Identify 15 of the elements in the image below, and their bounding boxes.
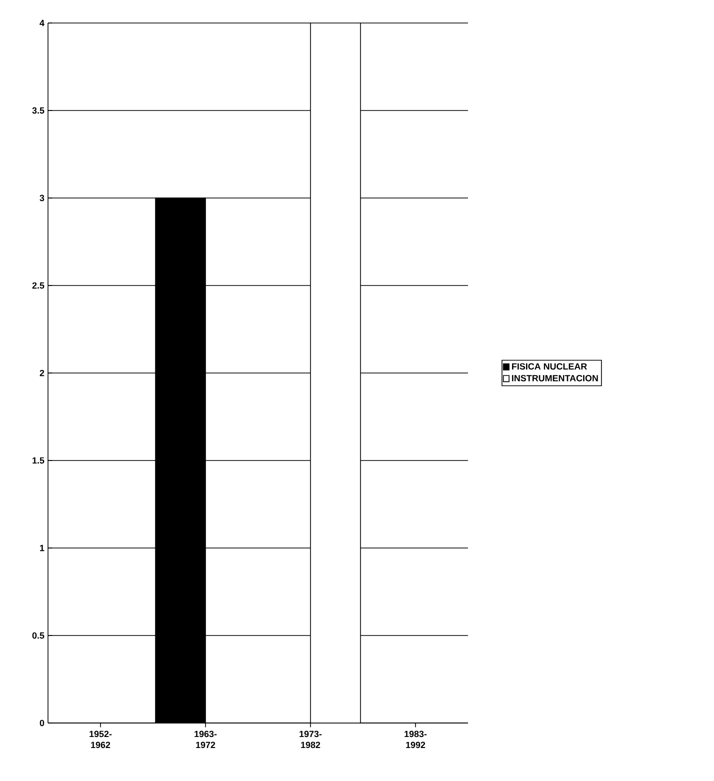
y-tick-label: 0 (40, 720, 44, 726)
y-tick-label: 4 (40, 20, 44, 26)
y-tick-label: 0.5 (32, 632, 44, 639)
y-tick-label: 3.5 (32, 107, 44, 114)
x-tick-label: 1973-1982 (300, 730, 322, 748)
y-tick-label: 2.5 (32, 282, 44, 289)
legend-label: FISICA NUCLEAR (512, 363, 587, 370)
y-tick-label: 1 (40, 544, 44, 552)
x-tick-label: 1963-1972 (194, 730, 217, 748)
y-tick-label: 2 (40, 370, 44, 376)
y-tick-label: 3 (40, 194, 44, 202)
y-tick-label: 1.5 (32, 457, 44, 464)
legend-label: INSTRUMENTACION (512, 374, 598, 382)
x-tick-label: 1983-1992 (404, 730, 427, 748)
x-tick-label: 1952-1962 (90, 730, 112, 748)
